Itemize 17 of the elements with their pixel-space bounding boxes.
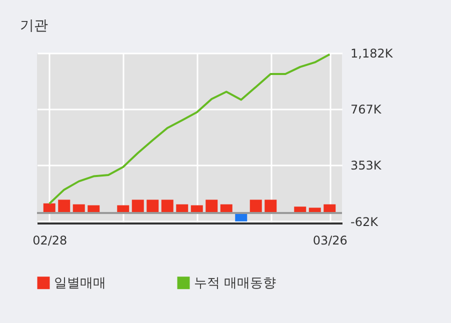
x-tick-label: 02/28 <box>32 234 68 248</box>
bar <box>161 200 174 213</box>
y-tick-label: -62K <box>350 214 380 229</box>
bar <box>264 200 277 213</box>
legend-label: 누적 매매동향 <box>194 276 276 291</box>
y-tick-label: 1,182K <box>350 46 394 60</box>
bar <box>132 200 144 213</box>
y-tick-label: 353K <box>350 158 382 173</box>
bar <box>58 200 70 213</box>
bar <box>250 200 262 213</box>
chart-title: 기관 <box>20 18 48 34</box>
legend-label: 일별매매 <box>54 276 106 291</box>
bar <box>146 200 159 213</box>
x-tick-label: 03/26 <box>312 234 348 248</box>
line-series <box>48 53 331 205</box>
bar <box>206 200 218 213</box>
y-tick-label: 767K <box>350 102 382 117</box>
